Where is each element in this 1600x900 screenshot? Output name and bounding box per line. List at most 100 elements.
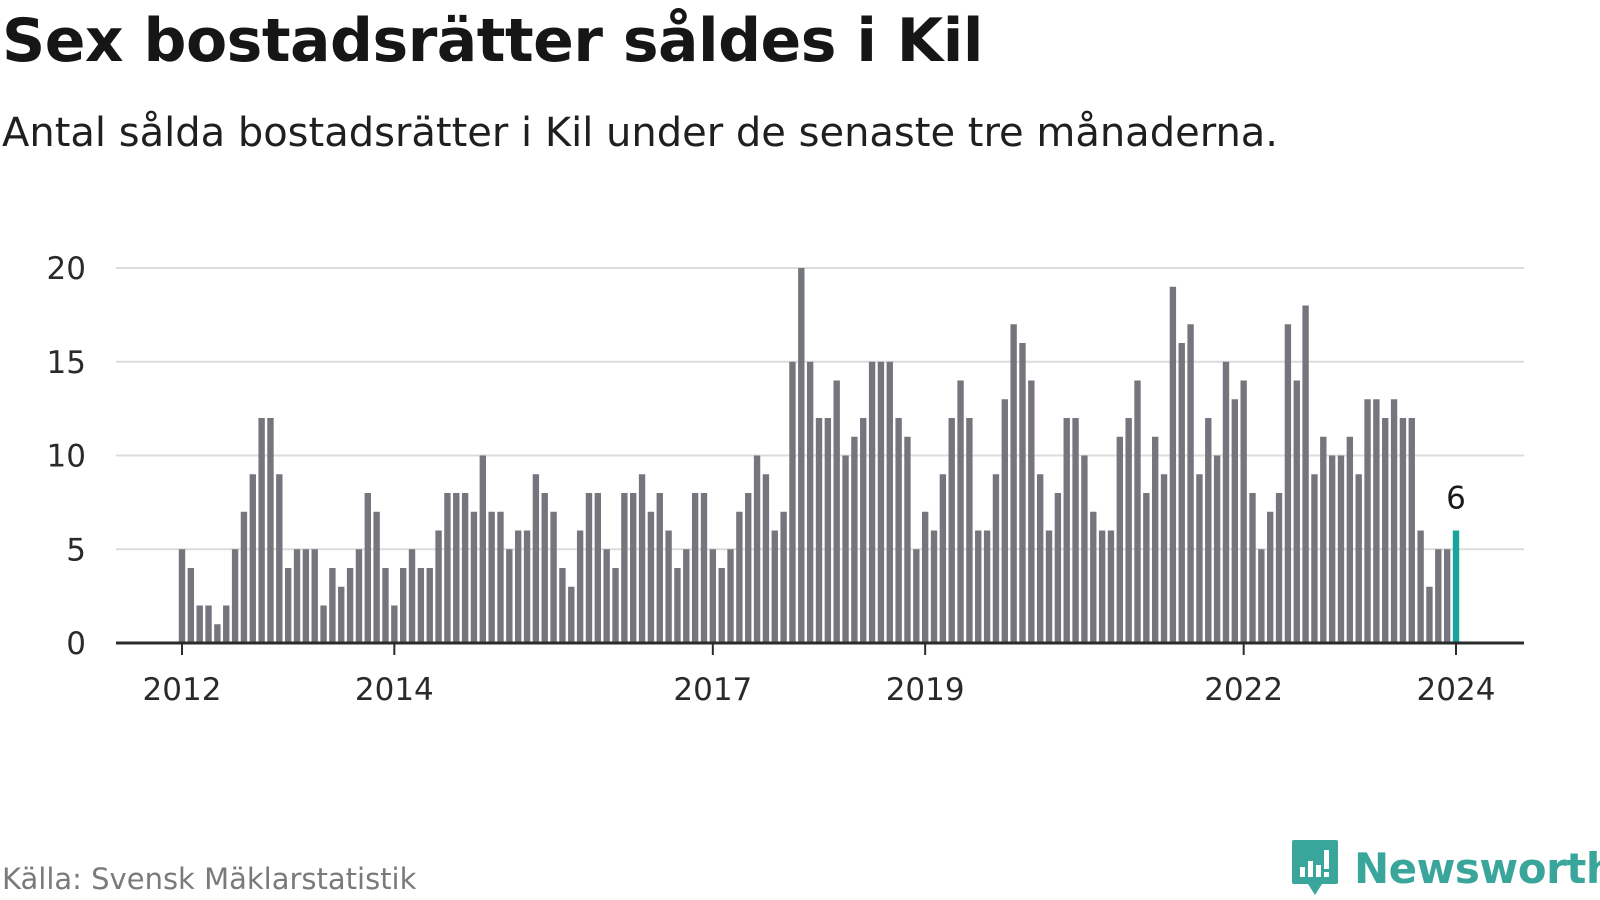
bar bbox=[1037, 474, 1044, 643]
bar bbox=[762, 474, 770, 643]
bars bbox=[178, 268, 1460, 643]
bar bbox=[249, 474, 256, 643]
bar bbox=[559, 568, 566, 643]
bar bbox=[311, 549, 318, 643]
bar bbox=[1320, 436, 1327, 643]
bar bbox=[568, 586, 575, 643]
bar bbox=[603, 549, 610, 643]
bar bbox=[417, 568, 425, 643]
bar bbox=[904, 436, 911, 643]
bar bbox=[284, 568, 292, 643]
y-tick-label: 0 bbox=[66, 626, 86, 662]
bar bbox=[700, 493, 708, 643]
brand-logo[interactable]: Newsworthy bbox=[1290, 838, 1600, 898]
bar bbox=[426, 568, 433, 643]
x-tick-label: 2012 bbox=[143, 672, 222, 708]
bar bbox=[1116, 436, 1123, 643]
bar bbox=[1045, 530, 1053, 643]
bar bbox=[594, 493, 601, 643]
bar bbox=[674, 568, 681, 643]
bar bbox=[435, 530, 442, 643]
bar bbox=[231, 549, 239, 643]
bar bbox=[1028, 380, 1035, 643]
bar bbox=[665, 530, 672, 643]
bar bbox=[638, 474, 646, 643]
bar bbox=[975, 530, 982, 643]
bar bbox=[506, 549, 513, 643]
highlight-value-label: 6 bbox=[1446, 481, 1466, 517]
bar bbox=[1090, 511, 1097, 643]
bar bbox=[196, 605, 203, 643]
bar bbox=[1249, 493, 1256, 643]
bar bbox=[1258, 549, 1265, 643]
bar bbox=[957, 380, 964, 643]
bar bbox=[1443, 549, 1451, 643]
bar bbox=[1417, 530, 1424, 643]
bar bbox=[1364, 399, 1371, 643]
bar-highlight bbox=[1452, 530, 1460, 643]
bar bbox=[461, 493, 469, 643]
bar bbox=[886, 361, 893, 643]
bar bbox=[223, 605, 230, 643]
bar bbox=[621, 493, 628, 643]
bar bbox=[355, 549, 363, 643]
bar bbox=[320, 605, 327, 643]
bar bbox=[1134, 380, 1141, 643]
bar bbox=[267, 418, 274, 643]
bar bbox=[983, 530, 991, 643]
bar bbox=[1390, 399, 1398, 643]
bar bbox=[780, 511, 787, 643]
bar-chart: 0 5 10 15 20 2012 2014 2017 2019 2022 2024 6 bbox=[47, 251, 1524, 708]
axes bbox=[116, 641, 1524, 655]
bar bbox=[214, 624, 221, 643]
bar-chart-speech-bubble-icon bbox=[1292, 840, 1338, 895]
bar bbox=[815, 418, 823, 643]
bar bbox=[541, 493, 548, 643]
bar bbox=[718, 568, 725, 643]
bar bbox=[1293, 380, 1300, 643]
bar bbox=[612, 568, 619, 643]
bar bbox=[391, 605, 398, 643]
bar bbox=[382, 568, 389, 643]
bar bbox=[1399, 418, 1407, 643]
bar bbox=[824, 418, 832, 643]
y-tick-label: 20 bbox=[47, 251, 86, 287]
bar bbox=[1063, 418, 1070, 643]
bar bbox=[789, 361, 796, 643]
bar bbox=[1072, 418, 1079, 643]
bar bbox=[550, 511, 557, 643]
bar bbox=[1125, 418, 1132, 643]
bar bbox=[1346, 436, 1354, 643]
bar bbox=[576, 530, 584, 643]
bar bbox=[523, 530, 531, 643]
bar bbox=[1196, 474, 1203, 643]
bar bbox=[895, 418, 902, 643]
bar bbox=[745, 493, 752, 643]
bar bbox=[798, 268, 805, 643]
bar bbox=[860, 418, 867, 643]
y-tick-label: 10 bbox=[47, 439, 86, 475]
bar bbox=[656, 493, 663, 643]
bar bbox=[1426, 586, 1433, 643]
bar bbox=[1107, 530, 1115, 643]
bar bbox=[939, 474, 947, 643]
chart-subtitle: Antal sålda bostadsrätter i Kil under de… bbox=[2, 110, 1279, 156]
bar bbox=[1001, 399, 1008, 643]
bar bbox=[1187, 324, 1194, 643]
bar bbox=[1302, 305, 1309, 643]
bar bbox=[1373, 399, 1380, 643]
bar bbox=[338, 586, 345, 643]
bar bbox=[1240, 380, 1247, 643]
source-note: Källa: Svensk Mäklarstatistik bbox=[2, 862, 417, 896]
bar bbox=[364, 493, 371, 643]
x-tick-label: 2019 bbox=[886, 672, 965, 708]
bar bbox=[771, 530, 778, 643]
x-tick-label: 2017 bbox=[673, 672, 752, 708]
bar bbox=[842, 455, 849, 643]
bar bbox=[1143, 493, 1150, 643]
bar bbox=[1408, 418, 1415, 643]
x-tick-label: 2024 bbox=[1417, 672, 1496, 708]
bar bbox=[205, 605, 212, 643]
bar bbox=[1231, 399, 1238, 643]
bar bbox=[585, 493, 593, 643]
